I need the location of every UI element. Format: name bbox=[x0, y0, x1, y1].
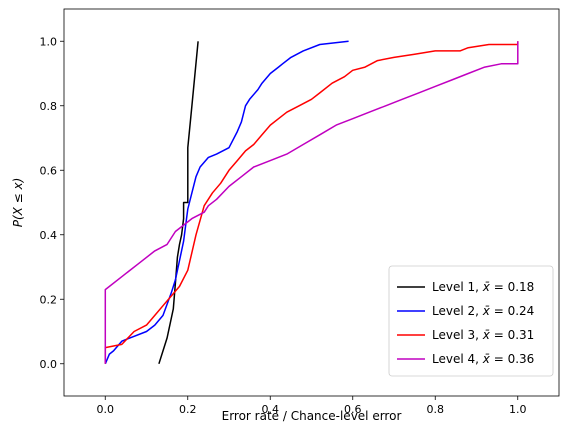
x-tick-label: 0.8 bbox=[427, 403, 445, 416]
legend-mean-symbol: x̄ bbox=[482, 328, 491, 342]
series-line-level-1 bbox=[158, 41, 199, 365]
legend-label-prefix: Level 3, bbox=[432, 328, 483, 342]
legend-label-prefix: Level 1, bbox=[432, 280, 483, 294]
legend-equals: = bbox=[490, 280, 508, 294]
plot-frame bbox=[63, 8, 560, 397]
y-tick-label: 0.4 bbox=[40, 229, 58, 242]
x-tick-label: 1.0 bbox=[509, 403, 527, 416]
x-axis-ticks: 0.0 0.2 0.4 0.6 0.8 1.0 bbox=[97, 396, 527, 416]
legend-label-prefix: Level 2, bbox=[432, 304, 483, 318]
y-tick-label: 0.8 bbox=[40, 100, 58, 113]
legend-mean-value: 0.24 bbox=[508, 304, 535, 318]
y-tick-label: 0.6 bbox=[40, 164, 58, 177]
x-axis-label: Error rate / Chance-level error bbox=[222, 409, 402, 423]
x-tick-label: 0.4 bbox=[262, 403, 280, 416]
series-line-level-4 bbox=[104, 41, 519, 364]
legend-mean-symbol: x̄ bbox=[482, 304, 491, 318]
legend-mean-value: 0.18 bbox=[508, 280, 535, 294]
x-tick-label: 0.0 bbox=[97, 403, 115, 416]
x-tick-label: 0.2 bbox=[179, 403, 197, 416]
y-tick-label: 0.0 bbox=[40, 358, 58, 371]
legend-label-prefix: Level 4, bbox=[432, 352, 483, 366]
legend-label: Level 1, x̄ = 0.18 bbox=[432, 280, 534, 294]
legend-equals: = bbox=[490, 352, 508, 366]
y-axis-label: P(X ≤ x) bbox=[11, 178, 25, 228]
legend-mean-value: 0.36 bbox=[508, 352, 535, 366]
legend-mean-symbol: x̄ bbox=[482, 352, 491, 366]
legend-label: Level 2, x̄ = 0.24 bbox=[432, 304, 534, 318]
series-layer bbox=[104, 40, 519, 365]
y-tick-label: 0.2 bbox=[40, 293, 58, 306]
legend-equals: = bbox=[490, 304, 508, 318]
legend-label: Level 3, x̄ = 0.31 bbox=[432, 328, 534, 342]
series-line-level-2 bbox=[104, 40, 349, 365]
legend-mean-symbol: x̄ bbox=[482, 280, 491, 294]
legend-label: Level 4, x̄ = 0.36 bbox=[432, 352, 534, 366]
y-axis-ticks: 0.0 0.2 0.4 0.6 0.8 1.0 bbox=[40, 35, 64, 371]
legend-equals: = bbox=[490, 328, 508, 342]
series-line-level-3 bbox=[104, 41, 519, 364]
x-tick-label: 0.6 bbox=[344, 403, 362, 416]
legend-box bbox=[388, 265, 554, 377]
y-tick-label: 1.0 bbox=[40, 35, 58, 48]
legend-mean-value: 0.31 bbox=[508, 328, 535, 342]
